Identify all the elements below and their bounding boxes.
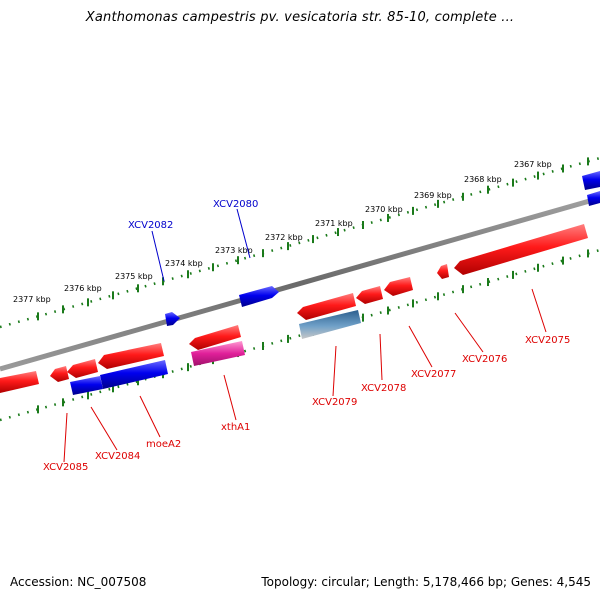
gene-label-xcv2077[interactable]: XCV2077 [411, 369, 456, 380]
gene-label-xcv2082[interactable]: XCV2082 [128, 220, 173, 231]
gene-label-xcv2085[interactable]: XCV2085 [43, 462, 88, 473]
tick-label: 2376 kbp [64, 284, 102, 293]
gene-xcv2084-partner-arrow[interactable] [70, 376, 103, 395]
accession-label: Accession: NC_007508 [10, 575, 147, 589]
label-leaders [63, 208, 547, 463]
gene-xcv2079-hit-bar[interactable] [299, 310, 361, 339]
gene-label-xtha1[interactable]: xthA1 [221, 422, 250, 433]
gene-xcv2076-arrow[interactable] [437, 264, 449, 279]
gene-moea2-arrow[interactable] [98, 343, 164, 369]
gene-right-edge-arrow[interactable] [582, 171, 600, 190]
gene-left-edge-arrow[interactable] [0, 371, 39, 393]
tick-label: 2370 kbp [365, 205, 403, 214]
tick-track-inner [0, 248, 600, 422]
gene-label-moea2[interactable]: moeA2 [146, 439, 181, 450]
gene-right-edge-arrow-2[interactable] [587, 191, 600, 206]
genome-title: Xanthomonas campestris pv. vesicatoria s… [85, 10, 515, 25]
genome-summary: Topology: circular; Length: 5,178,466 bp… [261, 575, 591, 589]
tick-label: 2373 kbp [215, 246, 253, 255]
gene-xcv2080-arrow[interactable] [239, 286, 279, 307]
gene-moea2-partner-arrow[interactable] [100, 360, 168, 389]
gene-xcv2075-arrow[interactable] [454, 224, 588, 275]
gene-xcv2085-arrow[interactable] [50, 366, 69, 382]
tick-label: 2372 kbp [265, 233, 303, 242]
tick-track-outer [0, 156, 600, 329]
gene-xcv2077-arrow[interactable] [384, 277, 413, 296]
tick-label: 2377 kbp [13, 295, 51, 304]
gene-xcv2084-arrow[interactable] [67, 359, 98, 378]
gene-xtha1-arrow[interactable] [189, 325, 241, 350]
gene-label-xcv2076[interactable]: XCV2076 [462, 354, 507, 365]
tick-label: 2367 kbp [514, 160, 552, 169]
gene-label-xcv2078[interactable]: XCV2078 [361, 383, 406, 394]
gene-xcv2078-arrow[interactable] [356, 286, 383, 304]
gene-xcv2079-arrow[interactable] [297, 293, 356, 320]
tick-label: 2375 kbp [115, 272, 153, 281]
tick-label: 2368 kbp [464, 175, 502, 184]
tick-label: 2371 kbp [315, 219, 353, 228]
genome-backbone [0, 195, 600, 372]
gene-xtha1-hit-bar[interactable] [191, 341, 245, 366]
gene-label-xcv2084[interactable]: XCV2084 [95, 451, 140, 462]
gene-label-xcv2080[interactable]: XCV2080 [213, 199, 258, 210]
tick-label: 2374 kbp [165, 259, 203, 268]
gene-label-xcv2079[interactable]: XCV2079 [312, 397, 357, 408]
gene-xcv2082-arrow[interactable] [165, 312, 180, 326]
tick-label: 2369 kbp [414, 191, 452, 200]
gene-label-xcv2075[interactable]: XCV2075 [525, 335, 570, 346]
